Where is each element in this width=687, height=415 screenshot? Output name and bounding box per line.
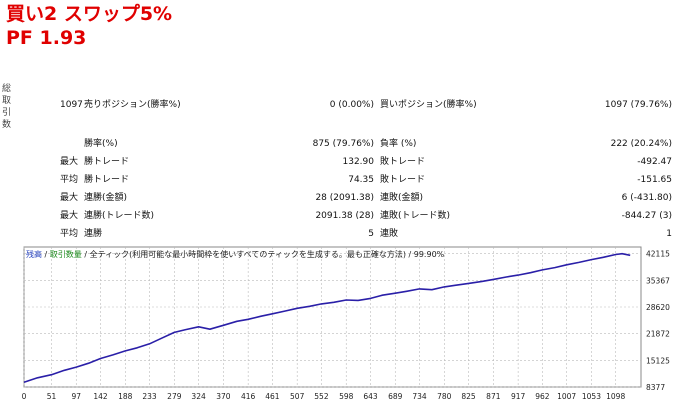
x-tick-label: 1053 <box>582 392 601 401</box>
stat-value: -151.65 <box>637 175 672 185</box>
short-positions-value: 0 (0.00%) <box>329 100 374 110</box>
stat-label: 負率 (%) <box>380 139 417 149</box>
x-tick-label: 962 <box>535 392 550 401</box>
stat-label: 連勝(金額) <box>84 193 128 203</box>
stat-value: 6 (-431.80) <box>621 193 672 203</box>
balance-chart: 0 51 97 142 188 233 279 324 370 416 461 507 552 598 64… <box>0 243 687 411</box>
short-positions-label: 売りポジション(勝率%) <box>84 100 181 110</box>
x-tick-label: 598 <box>339 392 354 401</box>
stat-value: 132.90 <box>342 157 375 167</box>
x-tick-label: 0 <box>22 392 27 401</box>
x-tick-label: 689 <box>388 392 403 401</box>
x-tick-label: 324 <box>191 392 206 401</box>
total-trades-value: 1097 <box>60 100 83 110</box>
side-label-char: 取 <box>2 96 12 106</box>
x-tick-label: 1007 <box>557 392 576 401</box>
x-tick-label: 97 <box>71 392 81 401</box>
x-tick-label: 233 <box>142 392 157 401</box>
x-tick-label: 370 <box>216 392 231 401</box>
x-tick-label: 279 <box>167 392 182 401</box>
y-tick-label: 35367 <box>646 276 670 285</box>
stat-label: 連敗 <box>380 229 399 239</box>
stat-label: 敗トレード <box>380 175 426 185</box>
stat-label: 勝率(%) <box>84 139 118 149</box>
long-positions-label: 買いポジション(勝率%) <box>380 100 477 110</box>
x-tick-label: 507 <box>290 392 305 401</box>
side-label-char: 数 <box>2 120 12 130</box>
y-tick-label: 42115 <box>646 250 670 259</box>
x-tick-label: 1098 <box>606 392 625 401</box>
stat-value: -844.27 (3) <box>621 211 672 221</box>
side-label-char: 総 <box>2 84 12 94</box>
y-tick-label: 21872 <box>646 330 670 339</box>
x-tick-label: 643 <box>363 392 378 401</box>
legend-model: 全ティック(利用可能な最小時間枠を使いすべてのティックを生成する。最も正確な方法… <box>89 250 406 259</box>
stat-prefix: 最大 <box>60 193 79 203</box>
x-tick-label: 780 <box>437 392 452 401</box>
stat-prefix: 平均 <box>60 229 79 239</box>
x-tick-label: 871 <box>486 392 501 401</box>
x-tick-label: 142 <box>93 392 108 401</box>
x-tick-label: 51 <box>47 392 57 401</box>
x-tick-label: 416 <box>241 392 256 401</box>
stat-value: 222 (20.24%) <box>610 139 672 149</box>
stat-value: 2091.38 (28) <box>315 211 374 221</box>
long-positions-value: 1097 (79.76%) <box>604 100 672 110</box>
stat-value: 28 (2091.38) <box>315 193 374 203</box>
stat-label: 連勝 <box>84 229 103 239</box>
report-title: 買い2 スワップ5% <box>6 3 173 25</box>
legend-separator: / <box>42 250 50 259</box>
balance-chart-svg: 0 51 97 142 188 233 279 324 370 416 461 507 552 598 64… <box>22 246 670 401</box>
legend-lot: 取引数量 <box>49 250 82 259</box>
stat-label: 連敗(トレード数) <box>380 211 451 221</box>
stat-label: 連敗(金額) <box>380 193 424 203</box>
x-tick-label: 461 <box>265 392 280 401</box>
stat-value: 5 <box>368 229 374 239</box>
stat-prefix: 最大 <box>60 157 79 167</box>
stat-label: 連勝(トレード数) <box>84 211 155 221</box>
legend-separator: / <box>81 250 90 259</box>
stat-label: 敗トレード <box>380 157 426 167</box>
x-tick-label: 825 <box>461 392 476 401</box>
legend-quality: / 99.90% <box>405 250 445 259</box>
chart-legend: 残高 / 取引数量 / 全ティック(利用可能な最小時間枠を使いすべてのティックを… <box>26 250 444 260</box>
stat-prefix: 平均 <box>60 175 79 185</box>
x-tick-label: 188 <box>118 392 133 401</box>
stat-value: 1 <box>666 229 672 239</box>
x-tick-label: 917 <box>511 392 526 401</box>
legend-balance: 残高 <box>26 250 42 259</box>
stat-value: 875 (79.76%) <box>312 139 374 149</box>
stat-label: 勝トレード <box>84 175 130 185</box>
y-tick-label: 28620 <box>646 303 670 312</box>
x-tick-label: 734 <box>412 392 427 401</box>
stat-value: 74.35 <box>348 175 374 185</box>
x-tick-label: 552 <box>314 392 329 401</box>
stat-prefix: 最大 <box>60 211 79 221</box>
y-tick-label: 15125 <box>646 356 670 365</box>
balance-line <box>23 252 631 383</box>
profit-factor-title: PF 1.93 <box>6 27 87 49</box>
side-label-char: 引 <box>2 108 12 118</box>
stat-label: 勝トレード <box>84 157 130 167</box>
y-tick-label: 8377 <box>646 383 665 392</box>
stat-value: -492.47 <box>637 157 672 167</box>
